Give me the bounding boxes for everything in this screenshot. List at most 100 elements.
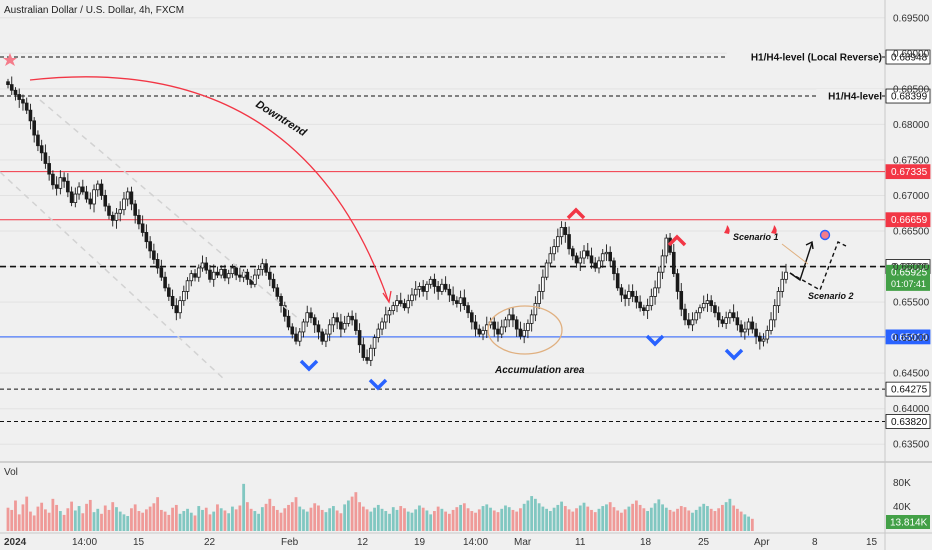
downtrend-arrowhead [382,290,392,304]
candle-body [309,312,313,319]
candle-body [43,152,48,164]
volume-bar [612,507,616,531]
candle-body [107,205,111,216]
candle-body [39,145,44,154]
candle-body [582,250,586,259]
time-tick-label: 15 [133,537,145,548]
candle-body [226,273,231,279]
volume-bar [44,509,47,531]
candle-body [544,262,549,278]
volume-tick-label: 40K [893,502,911,513]
candle-body [634,295,639,303]
scenario-1-path [789,242,813,282]
candle-body [324,333,328,342]
volume-bar [541,506,545,531]
volume-bar [231,506,234,531]
volume-bar [750,518,754,531]
candle-body [428,278,433,285]
candle-body [765,330,770,340]
volume-bar [294,497,298,531]
support-chevron-icon [724,348,744,361]
candle-body [391,305,396,312]
volume-bar [182,511,186,531]
candle-body [47,163,51,175]
downtrend-label: Downtrend [253,98,308,139]
volume-bar [62,514,66,531]
candle-body [167,287,171,297]
candle-body [365,357,369,361]
candle-body [660,255,665,273]
volume-bar [260,507,264,531]
volume-bar [728,498,732,531]
volume-bar [268,498,272,531]
volume-bar [313,503,317,531]
candle-body [597,260,601,269]
volume-bar [245,502,249,531]
candle-body [750,321,755,330]
candle-body [556,236,560,248]
volume-bar [474,512,477,531]
time-tick-label: 25 [698,537,710,548]
volume-bar [616,510,620,531]
volume-bar [444,511,448,531]
volume-bar [152,503,156,531]
volume-bar [743,514,747,531]
candle-body [230,267,235,275]
level-price-tag [885,381,931,397]
candle-body [28,109,33,122]
volume-bar [32,515,36,531]
volume-bar [399,506,403,531]
candle-body [754,328,758,337]
level-name: H1/H4-level (Local Reverse) [751,53,882,64]
candle-body [690,319,695,326]
volume-bar [687,510,691,531]
volume-bar [361,506,365,531]
candle-body [118,209,123,214]
candle-body [466,305,470,314]
time-tick-label: 15 [866,537,878,548]
candle-body [462,297,467,307]
candle-body [200,262,205,269]
candle-body [103,195,108,207]
candle-body [559,227,564,238]
candle-body [305,312,310,323]
candle-body [425,283,429,292]
candle-body [21,99,25,104]
time-tick-label: 11 [575,537,586,548]
volume-bar [724,502,728,531]
volume-bar [590,509,593,531]
volume-bar [721,504,724,531]
price-tick-label: 0.63500 [893,440,930,451]
price-tick-label: 0.69000 [893,49,930,60]
volume-bar [167,514,171,531]
volume-bar [290,502,294,531]
volume-bar [223,510,227,531]
volume-bar [40,502,44,531]
volume-bar [537,503,541,531]
candle-body [271,278,276,289]
volume-bar [717,508,721,531]
volume-bar [515,511,519,531]
candle-body [440,283,444,292]
candle-body [758,335,762,342]
candle-body [503,319,508,328]
volume-bar [29,511,32,531]
candle-body [9,84,14,91]
volume-bar [227,513,231,531]
volume-bar [560,501,563,531]
volume-bar [462,503,466,531]
volume-bar [55,504,59,531]
candle-body [137,214,141,225]
volume-bar [522,503,526,531]
candle-body [694,312,699,321]
volume-bar [73,510,77,531]
candle-body [301,321,306,333]
level-price-tag-text: 0.66659 [891,215,928,226]
volume-bar [709,508,713,531]
candle-body [604,251,609,255]
candle-body [413,288,418,296]
volume-bar [70,501,73,531]
volume-bar [642,508,646,531]
level-price-tag [885,88,931,104]
